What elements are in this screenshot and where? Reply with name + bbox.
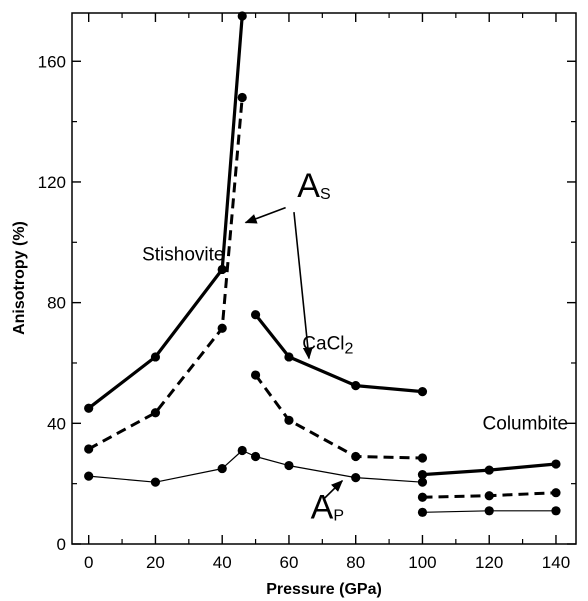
series-line bbox=[254, 374, 423, 460]
data-point bbox=[417, 507, 428, 517]
annotation-subscript: P bbox=[333, 507, 344, 524]
series-line bbox=[87, 97, 244, 451]
data-point bbox=[84, 444, 94, 454]
data-point bbox=[84, 403, 94, 413]
data-point bbox=[284, 460, 294, 471]
data-point bbox=[484, 506, 494, 516]
data-point bbox=[417, 477, 428, 487]
data-point bbox=[250, 370, 261, 380]
data-point bbox=[351, 381, 361, 391]
tick-labels: 0 20 40 60 80 100 120 140 0 40 80 120 160 bbox=[38, 52, 571, 572]
data-point bbox=[217, 323, 227, 333]
annotation-arrow bbox=[293, 212, 313, 360]
data-point bbox=[237, 92, 247, 103]
annotation-text: Stishovite bbox=[142, 244, 224, 265]
data-point bbox=[237, 445, 247, 456]
annotation-label: Stishovite bbox=[142, 244, 224, 265]
series-line bbox=[88, 449, 423, 483]
data-point bbox=[484, 491, 494, 501]
series-dashed bbox=[84, 92, 561, 502]
annotation-text: A bbox=[297, 167, 320, 205]
x-tick-label: 0 bbox=[84, 553, 93, 572]
annotation-label: AS bbox=[297, 167, 330, 205]
series-layer bbox=[84, 11, 561, 517]
annotation-label: AP bbox=[311, 488, 344, 526]
data-point bbox=[150, 477, 161, 487]
annotation-arrow bbox=[244, 206, 286, 224]
y-tick-label: 0 bbox=[57, 535, 66, 554]
x-tick-label: 140 bbox=[542, 553, 570, 572]
x-tick-label: 120 bbox=[475, 553, 503, 572]
y-tick-label: 40 bbox=[47, 414, 66, 433]
annotation-subscript: 2 bbox=[345, 340, 354, 357]
data-point bbox=[284, 352, 294, 362]
data-point bbox=[551, 488, 561, 498]
data-point bbox=[551, 506, 561, 516]
x-tick-label: 100 bbox=[408, 553, 436, 572]
data-point bbox=[417, 453, 428, 463]
annotation-text: CaCl bbox=[302, 333, 344, 354]
annotation-arrows bbox=[244, 206, 344, 500]
annotation-label: CaCl2 bbox=[302, 333, 353, 357]
x-axis-label: Pressure (GPa) bbox=[266, 581, 382, 598]
series-thick-solid bbox=[84, 11, 561, 480]
annotation-label: Columbite bbox=[483, 413, 569, 434]
data-point bbox=[237, 11, 247, 21]
data-point bbox=[217, 463, 227, 474]
data-point bbox=[150, 408, 161, 418]
x-tick-label: 60 bbox=[279, 553, 298, 572]
series-thin-solid bbox=[84, 445, 561, 517]
data-point bbox=[417, 387, 428, 397]
data-point bbox=[417, 470, 428, 480]
y-tick-label: 80 bbox=[47, 294, 66, 313]
data-point bbox=[351, 473, 361, 483]
annotation-text: Columbite bbox=[483, 413, 569, 434]
data-point bbox=[351, 451, 361, 462]
data-point bbox=[250, 451, 261, 462]
axis-ticks bbox=[72, 13, 576, 545]
data-point bbox=[484, 465, 494, 475]
series-line bbox=[87, 15, 244, 410]
y-axis-label: Anisotropy (%) bbox=[11, 221, 28, 335]
data-point bbox=[417, 492, 428, 502]
data-point bbox=[284, 415, 294, 425]
annotation-text: A bbox=[311, 488, 334, 526]
series-line bbox=[254, 313, 423, 394]
x-tick-label: 20 bbox=[146, 553, 165, 572]
annotation-subscript: S bbox=[320, 186, 331, 203]
y-tick-label: 160 bbox=[38, 52, 66, 71]
y-tick-label: 120 bbox=[38, 173, 66, 192]
data-point bbox=[150, 352, 161, 362]
x-tick-label: 80 bbox=[346, 553, 365, 572]
data-point bbox=[84, 471, 94, 481]
x-tick-label: 40 bbox=[213, 553, 232, 572]
data-point bbox=[217, 264, 227, 275]
plot-frame bbox=[71, 12, 577, 545]
data-point bbox=[250, 310, 261, 320]
annotation-arrow bbox=[323, 479, 344, 500]
data-point bbox=[551, 459, 561, 469]
